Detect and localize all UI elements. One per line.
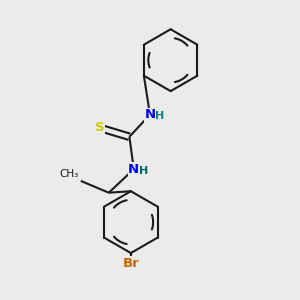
Text: H: H [155, 111, 164, 121]
Text: N: N [144, 108, 156, 121]
Text: S: S [94, 122, 104, 134]
Text: CH₃: CH₃ [59, 169, 78, 178]
Text: H: H [139, 166, 148, 176]
Text: Br: Br [122, 257, 139, 270]
Text: N: N [128, 163, 140, 176]
